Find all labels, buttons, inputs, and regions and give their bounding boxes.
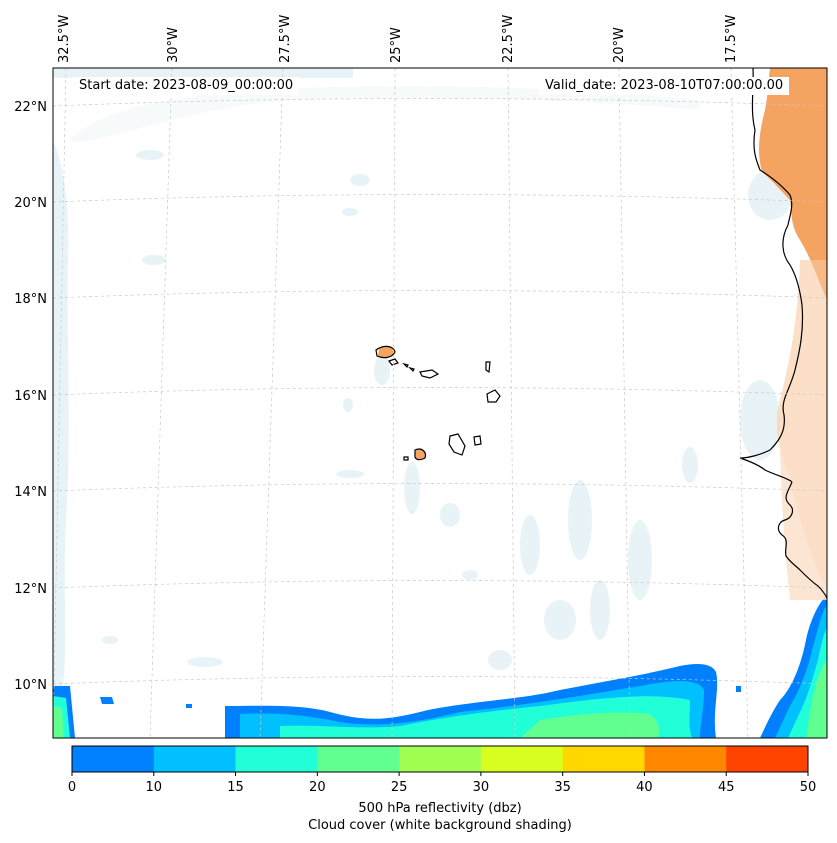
lat-label: 14°N	[14, 485, 47, 500]
lon-label: 22.5°W	[501, 15, 516, 63]
longitude-labels: 32.5°W 30°W 27.5°W 25°W 22.5°W 20°W 17.5…	[57, 15, 739, 63]
colorbar-subtitle: Cloud cover (white background shading)	[308, 818, 572, 833]
map-background	[53, 68, 827, 738]
colorbar-segment	[235, 746, 318, 772]
lon-label: 30°W	[166, 27, 181, 63]
lon-label: 17.5°W	[724, 15, 739, 63]
lat-label: 20°N	[14, 196, 47, 211]
lon-label: 25°W	[389, 27, 404, 63]
colorbar-title: 500 hPa reflectivity (dbz)	[358, 801, 522, 816]
colorbar-tick-label: 25	[391, 780, 408, 795]
colorbar-segment	[72, 746, 155, 772]
colorbar-tick-label: 45	[718, 780, 735, 795]
colorbar-segment	[480, 746, 564, 772]
colorbar: 0 10 15 20 25 30 35 40 45 50	[68, 745, 816, 795]
colorbar-segment	[726, 746, 809, 772]
lat-label: 10°N	[14, 678, 47, 693]
lon-label: 32.5°W	[57, 15, 72, 63]
lon-label: 20°W	[612, 27, 627, 63]
lat-label: 22°N	[14, 100, 47, 115]
colorbar-segment	[562, 746, 645, 772]
map-panel	[52, 67, 828, 739]
cloud-cover-shading	[53, 68, 792, 700]
colorbar-segment	[153, 746, 237, 772]
colorbar-segment	[317, 746, 400, 772]
colorbar-segment	[399, 746, 482, 772]
start-date-label: Start date: 2023-08-09_00:00:00	[73, 77, 300, 95]
colorbar-tick-label: 30	[473, 780, 490, 795]
colorbar-segments	[72, 746, 809, 772]
colorbar-tick-label: 20	[309, 780, 326, 795]
lon-label: 27.5°W	[278, 15, 293, 63]
colorbar-tick-label: 50	[800, 780, 817, 795]
colorbar-ticks: 0 10 15 20 25 30 35 40 45 50	[68, 772, 816, 795]
reflectivity-bottom-band	[53, 596, 827, 738]
colorbar-tick-label: 35	[554, 780, 571, 795]
latitude-labels: 22°N 20°N 18°N 16°N 14°N 12°N 10°N	[14, 100, 47, 693]
colorbar-tick-label: 40	[636, 780, 653, 795]
colorbar-frame	[71, 745, 809, 773]
graticule	[52, 67, 828, 739]
coastlines	[375, 67, 828, 599]
colorbar-segment	[644, 746, 727, 772]
colorbar-tick-label: 0	[68, 780, 76, 795]
colorbar-tick-label: 15	[227, 780, 244, 795]
lat-label: 16°N	[14, 389, 47, 404]
colorbar-tick-label: 10	[146, 780, 163, 795]
map-frame	[52, 67, 828, 739]
valid-date-label: Valid_date: 2023-08-10T07:00:00.00	[539, 77, 790, 95]
lat-label: 18°N	[14, 292, 47, 307]
lat-label: 12°N	[14, 582, 47, 597]
